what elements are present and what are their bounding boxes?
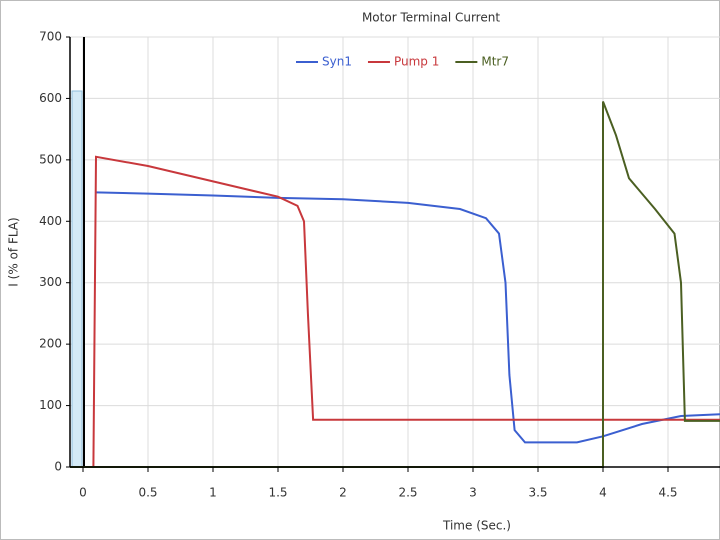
x-tick-label: 2: [339, 486, 347, 500]
series-line: [95, 191, 720, 444]
chart-title: Motor Terminal Current: [362, 11, 500, 25]
x-tick-label: 0.5: [138, 486, 157, 500]
y-tick-label: 400: [39, 214, 62, 228]
legend-label: Pump 1: [394, 55, 439, 69]
x-axis-label: Time (Sec.): [442, 519, 511, 533]
y-tick-label: 200: [39, 337, 62, 351]
series-line: [70, 101, 720, 468]
plot: [70, 101, 720, 468]
selection-highlight: [71, 90, 83, 468]
y-tick-label: 500: [39, 152, 62, 166]
y-tick-label: 0: [54, 460, 62, 474]
y-tick-label: 300: [39, 275, 62, 289]
legend-label: Mtr7: [481, 55, 509, 69]
x-tick-label: 1: [209, 486, 217, 500]
series-line: [92, 155, 720, 468]
y-tick-label: 100: [39, 398, 62, 412]
x-tick-label: 1.5: [268, 486, 287, 500]
x-tick-label: 3.5: [528, 486, 547, 500]
x-tick-label: 3: [469, 486, 477, 500]
y-tick-label: 700: [39, 30, 62, 44]
x-tick-label: 4: [599, 486, 607, 500]
legend-label: Syn1: [322, 55, 352, 69]
y-tick-label: 600: [39, 91, 62, 105]
x-tick-label: 0: [79, 486, 87, 500]
x-tick-label: 4.5: [658, 486, 677, 500]
x-tick-label: 2.5: [398, 486, 417, 500]
grid: [70, 36, 720, 468]
y-axis-label: I (% of FLA): [7, 217, 21, 286]
